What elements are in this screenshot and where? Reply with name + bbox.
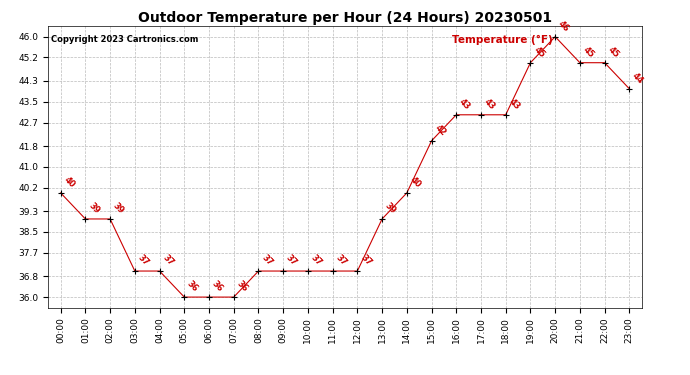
Text: 45: 45 bbox=[532, 45, 546, 60]
Text: 39: 39 bbox=[87, 201, 101, 216]
Text: 37: 37 bbox=[334, 254, 348, 268]
Text: 45: 45 bbox=[606, 45, 620, 60]
Text: Copyright 2023 Cartronics.com: Copyright 2023 Cartronics.com bbox=[51, 35, 199, 44]
Text: 36: 36 bbox=[210, 279, 225, 294]
Text: 46: 46 bbox=[556, 19, 571, 33]
Text: 37: 37 bbox=[136, 254, 150, 268]
Text: 44: 44 bbox=[631, 71, 645, 86]
Text: 37: 37 bbox=[359, 254, 373, 268]
Text: 40: 40 bbox=[408, 175, 423, 190]
Text: 37: 37 bbox=[309, 254, 324, 268]
Text: 43: 43 bbox=[482, 97, 497, 112]
Text: 45: 45 bbox=[581, 45, 595, 60]
Text: 37: 37 bbox=[284, 254, 299, 268]
Text: Temperature (°F): Temperature (°F) bbox=[452, 35, 553, 45]
Text: 42: 42 bbox=[433, 123, 447, 138]
Text: 36: 36 bbox=[235, 279, 250, 294]
Text: 39: 39 bbox=[111, 201, 126, 216]
Text: 43: 43 bbox=[457, 97, 472, 112]
Text: 39: 39 bbox=[384, 201, 398, 216]
Text: 43: 43 bbox=[507, 97, 522, 112]
Text: 40: 40 bbox=[62, 175, 77, 190]
Title: Outdoor Temperature per Hour (24 Hours) 20230501: Outdoor Temperature per Hour (24 Hours) … bbox=[138, 11, 552, 25]
Text: 37: 37 bbox=[259, 254, 274, 268]
Text: 37: 37 bbox=[161, 254, 175, 268]
Text: 36: 36 bbox=[186, 279, 200, 294]
